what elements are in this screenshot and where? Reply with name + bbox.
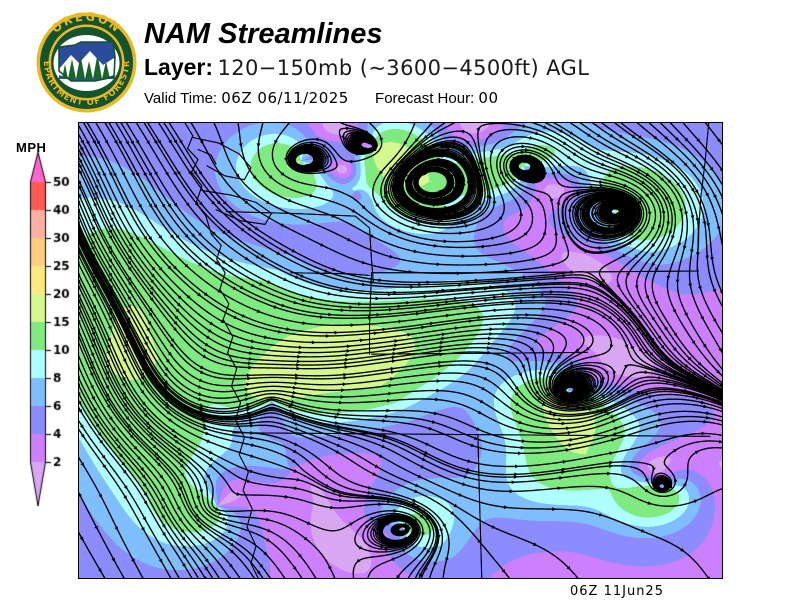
page-header: OREGON DEPARTMENT OF FORESTRY NAM Stream… xyxy=(0,0,800,118)
wind-field-canvas xyxy=(78,122,723,579)
oregon-dept-forestry-logo: OREGON DEPARTMENT OF FORESTRY xyxy=(35,11,137,113)
page-title: NAM Streamlines xyxy=(144,18,383,50)
legend-colorbar xyxy=(0,130,78,530)
forecast-hour-label: Forecast Hour: xyxy=(375,90,475,107)
valid-time-label: Valid Time: xyxy=(144,90,218,107)
valid-time-value: 06Z 06/11/2025 xyxy=(221,89,349,107)
color-scale-legend: MPH xyxy=(0,130,78,530)
time-line: Valid Time: 06Z 06/11/2025 Forecast Hour… xyxy=(144,88,784,109)
layer-line: Layer: 120−150mb (~3600−4500ft) AGL xyxy=(144,54,784,84)
layer-label: Layer: xyxy=(144,54,214,80)
streamline-map xyxy=(78,122,723,579)
map-timestamp: 06Z 11Jun25 xyxy=(570,584,664,599)
forecast-hour-value: 00 xyxy=(478,89,499,107)
layer-value: 120−150mb (~3600−4500ft) AGL xyxy=(217,56,590,80)
forecast-hour-group: Forecast Hour: 00 xyxy=(375,89,499,107)
title-block: NAM Streamlines Layer: 120−150mb (~3600−… xyxy=(144,18,784,109)
